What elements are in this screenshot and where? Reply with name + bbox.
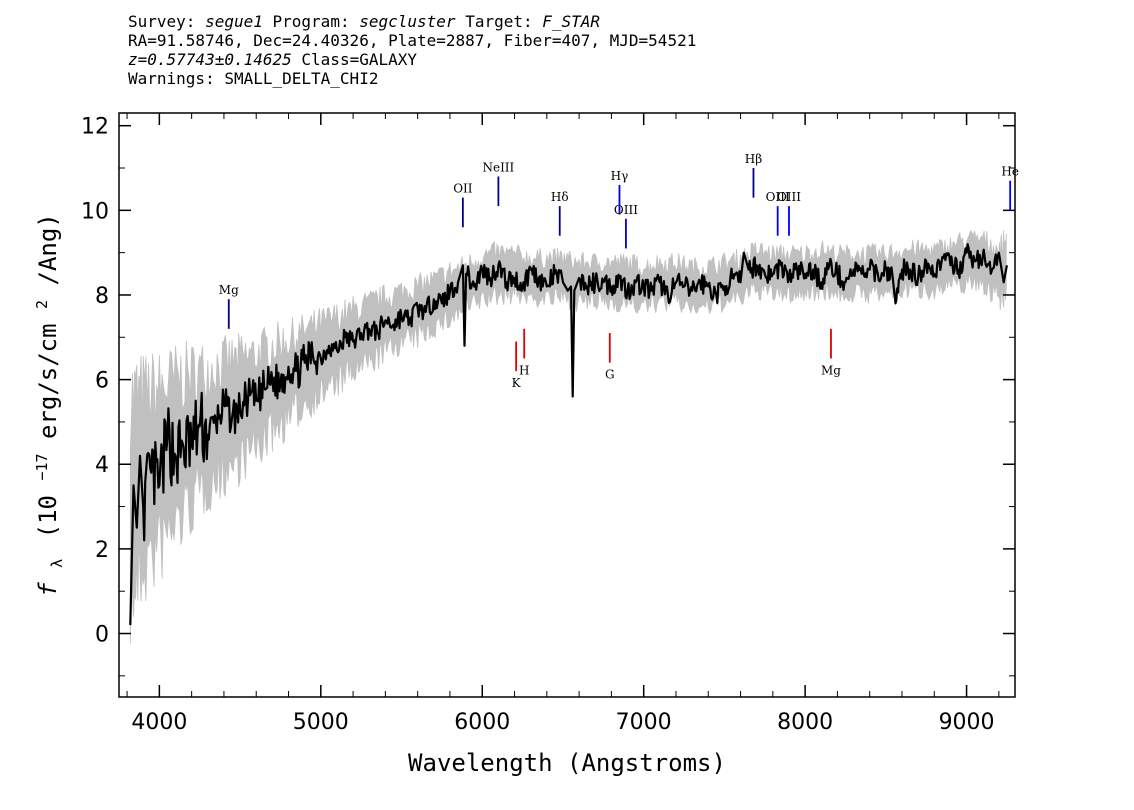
- target-label: Target:: [465, 12, 533, 31]
- emission-line-label: OIII: [614, 203, 638, 217]
- emission-line-label: Hδ: [551, 190, 569, 204]
- emission-line-label: OIII: [766, 190, 790, 204]
- x-tick-label: 8000: [777, 710, 833, 735]
- error-band-area: [129, 229, 1007, 644]
- spectrum-header: Survey: segue1 Program: segcluster Targe…: [128, 12, 696, 88]
- y-axis-title-unit: (10: [34, 495, 62, 538]
- y-axis-title-symbol: f: [34, 582, 62, 597]
- y-tick-label: 0: [95, 623, 109, 648]
- y-axis-title-subscript: λ: [48, 559, 66, 568]
- absorption-line-label: K: [512, 376, 522, 390]
- y-axis-title-exponent-2: 2: [33, 300, 51, 309]
- plot-frame: [118, 112, 1016, 698]
- y-tick-label: 8: [95, 284, 109, 309]
- header-line-3: z=0.57743±0.14625 Class=GALAXY: [128, 50, 696, 69]
- axis-ticks: 4000 5000 6000 7000 8000 9000 0 2 4 6 8 10 12: [81, 113, 1015, 735]
- emission-line-label: OII: [453, 182, 473, 196]
- absorption-line-label: Mg: [821, 363, 841, 377]
- y-tick-label: 12: [81, 115, 109, 140]
- y-tick-label: 10: [81, 199, 109, 224]
- absorption-line-label: H: [519, 363, 529, 377]
- x-tick-label: 7000: [616, 710, 672, 735]
- x-tick-label: 5000: [293, 710, 349, 735]
- plot-layer: [129, 229, 1008, 644]
- y-axis-title-rest: erg/s/cm: [34, 323, 62, 439]
- y-axis-title-exponent: −17: [33, 453, 51, 480]
- y-tick-label: 4: [95, 453, 109, 478]
- emission-line-label: Hβ: [745, 152, 762, 166]
- y-tick-label: 2: [95, 538, 109, 563]
- absorption-line-label: G: [605, 368, 615, 382]
- x-tick-label: 9000: [939, 710, 995, 735]
- header-line-4: Warnings: SMALL_DELTA_CHI2: [128, 69, 379, 88]
- redshift-value: z=0.57743±0.14625: [128, 50, 292, 69]
- survey-label: Survey:: [128, 12, 196, 31]
- emission-line-label: Hγ: [611, 169, 629, 183]
- target-value: F_STAR: [542, 12, 601, 31]
- x-tick-label: 6000: [454, 710, 510, 735]
- header-line-2: RA=91.58746, Dec=24.40326, Plate=2887, F…: [128, 31, 697, 50]
- flux-line: [129, 243, 1008, 626]
- y-axis-title: f λ (10 −17 erg/s/cm 2 /Ang): [25, 213, 68, 597]
- emission-line-label: NeIII: [482, 160, 514, 174]
- x-tick-label: 4000: [131, 710, 187, 735]
- header-line-1: Survey: segue1 Program: segcluster Targe…: [128, 12, 696, 31]
- emission-line-label: Mg: [219, 283, 239, 297]
- survey-value: segue1: [205, 12, 263, 31]
- y-tick-label: 6: [95, 369, 109, 394]
- y-axis-title-tail: /Ang): [34, 213, 62, 285]
- class-value: Class=GALAXY: [301, 50, 417, 69]
- program-value: segcluster: [359, 12, 456, 31]
- x-axis-title: Wavelength (Angstroms): [408, 749, 726, 777]
- emission-line-label: OIII: [777, 190, 801, 204]
- program-label: Program:: [272, 12, 350, 31]
- emission-line-label: He: [1001, 165, 1019, 179]
